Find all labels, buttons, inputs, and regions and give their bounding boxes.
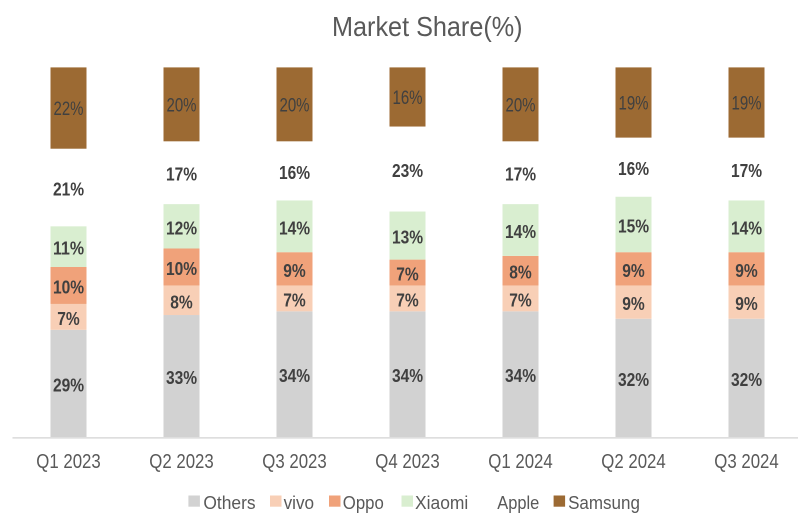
svg-text:Samsung: Samsung xyxy=(568,493,640,513)
svg-text:7%: 7% xyxy=(283,289,305,310)
svg-text:8%: 8% xyxy=(170,291,192,312)
svg-text:12%: 12% xyxy=(166,217,197,238)
svg-text:13%: 13% xyxy=(392,227,423,248)
svg-text:vivo: vivo xyxy=(284,493,315,513)
svg-text:16%: 16% xyxy=(393,87,423,109)
svg-text:Oppo: Oppo xyxy=(343,493,384,513)
svg-text:9%: 9% xyxy=(735,260,757,281)
svg-text:Q3 2023: Q3 2023 xyxy=(262,450,327,473)
svg-text:10%: 10% xyxy=(166,258,197,279)
svg-text:Q3 2024: Q3 2024 xyxy=(714,450,779,473)
svg-text:20%: 20% xyxy=(280,94,310,116)
svg-text:7%: 7% xyxy=(509,289,531,310)
svg-text:14%: 14% xyxy=(731,217,762,238)
svg-text:9%: 9% xyxy=(622,260,644,281)
svg-text:16%: 16% xyxy=(618,158,649,179)
svg-text:7%: 7% xyxy=(57,308,79,329)
svg-text:9%: 9% xyxy=(283,260,305,281)
svg-text:Q1 2024: Q1 2024 xyxy=(488,450,553,473)
svg-text:14%: 14% xyxy=(505,221,536,242)
svg-text:19%: 19% xyxy=(619,93,649,115)
svg-text:23%: 23% xyxy=(392,160,423,181)
svg-text:11%: 11% xyxy=(53,238,84,259)
svg-text:Q1 2023: Q1 2023 xyxy=(36,450,101,473)
svg-text:Q2 2023: Q2 2023 xyxy=(149,450,214,473)
svg-text:Xiaomi: Xiaomi xyxy=(415,493,468,513)
svg-text:Q4 2023: Q4 2023 xyxy=(375,450,440,473)
svg-text:Apple: Apple xyxy=(497,493,539,513)
svg-text:8%: 8% xyxy=(509,262,531,283)
svg-text:34%: 34% xyxy=(279,365,310,386)
svg-text:32%: 32% xyxy=(618,369,649,390)
svg-text:34%: 34% xyxy=(392,365,423,386)
svg-text:32%: 32% xyxy=(731,369,762,390)
svg-text:10%: 10% xyxy=(53,276,84,297)
svg-text:7%: 7% xyxy=(396,289,418,310)
svg-text:Market Share(%): Market Share(%) xyxy=(332,11,523,42)
svg-text:9%: 9% xyxy=(735,293,757,314)
svg-text:34%: 34% xyxy=(505,365,536,386)
svg-text:16%: 16% xyxy=(279,162,310,183)
svg-text:20%: 20% xyxy=(167,94,197,116)
svg-text:19%: 19% xyxy=(732,93,762,115)
svg-text:22%: 22% xyxy=(54,98,84,120)
svg-text:29%: 29% xyxy=(53,374,84,395)
svg-text:15%: 15% xyxy=(618,215,649,236)
svg-text:17%: 17% xyxy=(731,160,762,181)
svg-text:33%: 33% xyxy=(166,367,197,388)
svg-text:9%: 9% xyxy=(622,293,644,314)
svg-text:14%: 14% xyxy=(279,217,310,238)
svg-text:21%: 21% xyxy=(53,179,84,200)
svg-text:Others: Others xyxy=(203,493,255,513)
svg-text:17%: 17% xyxy=(505,164,536,185)
svg-text:20%: 20% xyxy=(506,94,536,116)
svg-text:Q2 2024: Q2 2024 xyxy=(601,450,666,473)
svg-text:17%: 17% xyxy=(166,164,197,185)
svg-text:7%: 7% xyxy=(396,264,418,285)
